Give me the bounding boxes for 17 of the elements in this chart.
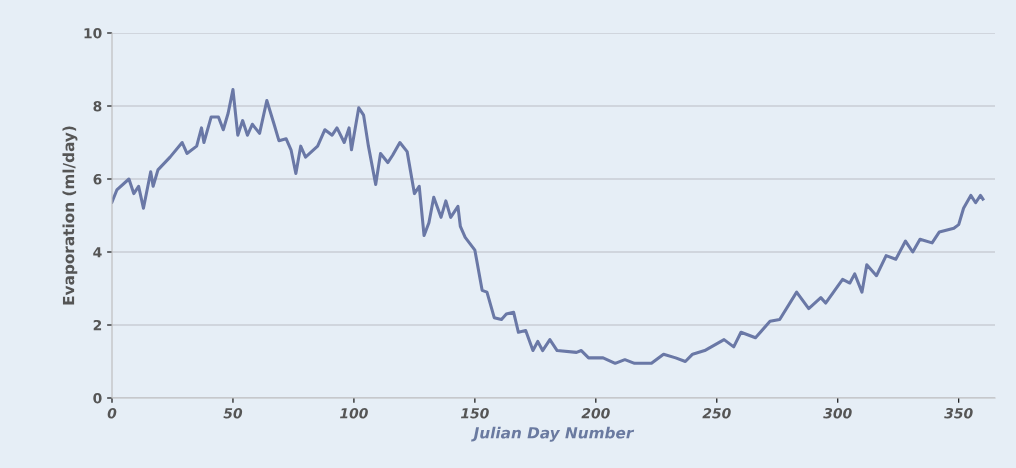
x-tick-label: 0 bbox=[107, 407, 117, 419]
x-tick-label: 350 bbox=[944, 407, 973, 419]
y-tick-label: 6 bbox=[93, 173, 102, 185]
y-tick-label: 0 bbox=[93, 392, 102, 404]
y-axis-title: Evaporation (ml/day) bbox=[62, 126, 78, 305]
y-tick-label: 4 bbox=[93, 247, 102, 258]
y-tick-label: 8 bbox=[93, 100, 102, 112]
x-tick-label: 300 bbox=[823, 407, 852, 419]
x-tick-label: 250 bbox=[702, 407, 731, 419]
x-tick-label: 50 bbox=[223, 407, 243, 419]
y-tick-label: 10 bbox=[84, 27, 102, 39]
line-series bbox=[112, 88, 985, 365]
x-tick-label: 150 bbox=[460, 407, 489, 419]
y-tick-label: 2 bbox=[93, 319, 102, 331]
x-axis-title: Julian Day Number bbox=[471, 426, 635, 442]
x-tick-label: 200 bbox=[581, 407, 610, 419]
x-tick-label: 100 bbox=[340, 407, 368, 419]
